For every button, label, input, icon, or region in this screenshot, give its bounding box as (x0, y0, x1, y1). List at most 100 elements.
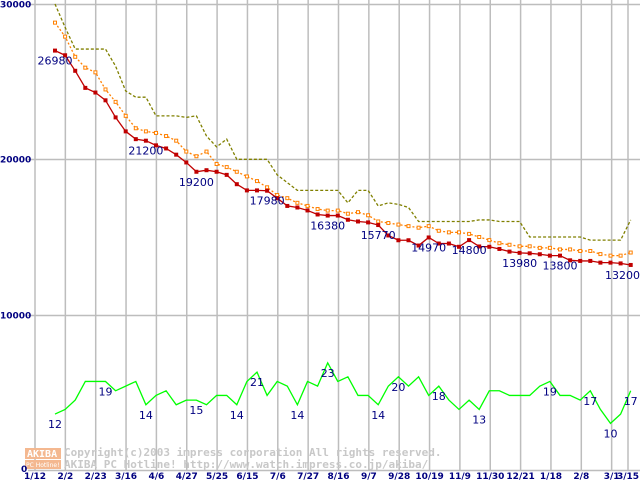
data-point-min (83, 85, 88, 90)
data-point-min (53, 48, 57, 53)
data-labels: 26980 21200 19200 17980 16380 15770 14970 14800… (38, 55, 640, 441)
data-point-min (356, 219, 360, 224)
data-point-average (568, 247, 573, 252)
data-point-average (154, 130, 158, 135)
data-point-min (133, 137, 138, 142)
data-point-min (457, 244, 461, 249)
data-point-min (63, 53, 68, 58)
data-point-min (174, 152, 179, 157)
data-point-average (356, 210, 360, 215)
data-point-average (618, 253, 623, 258)
data-point-min (234, 182, 239, 187)
min-price-label: 13980 (502, 257, 537, 270)
data-point-min (467, 238, 472, 243)
data-point-min (103, 98, 108, 103)
data-point-average (315, 207, 320, 212)
data-point-average (73, 54, 78, 59)
x-tick-label: 9/28 (388, 472, 410, 480)
data-point-min (608, 260, 613, 265)
data-point-average (366, 213, 371, 218)
series-line-count (54, 361, 632, 425)
data-point-average (517, 244, 522, 249)
data-point-average (214, 161, 219, 166)
x-tick-label: 7/27 (297, 472, 319, 480)
x-tick-label: 3/1 (604, 472, 620, 480)
data-point-min (315, 212, 320, 217)
data-point-min (527, 251, 532, 256)
data-point-min (194, 169, 199, 174)
data-point-average (204, 149, 209, 154)
count-label: 14 (139, 409, 153, 422)
count-label: 17 (583, 395, 597, 408)
data-point-min (497, 246, 502, 251)
series-line-average (54, 22, 631, 257)
logo-text-bottom: PC Hotline! (26, 462, 59, 469)
min-price-label: 16380 (310, 220, 345, 233)
data-point-average (507, 242, 512, 247)
data-point-average (174, 138, 179, 143)
url-text: AKIBA PC Hotline! http://www.watch.impre… (64, 458, 429, 471)
data-point-average (53, 20, 57, 25)
data-point-min (507, 249, 512, 254)
x-tick-label: 10/19 (415, 472, 443, 480)
x-tick-label: 8/16 (327, 472, 349, 480)
count-label: 21 (250, 376, 264, 389)
data-point-min (558, 253, 562, 258)
count-label: 19 (543, 385, 557, 398)
data-point-min (628, 262, 633, 267)
data-point-average (537, 245, 542, 250)
min-price-label: 19200 (179, 176, 214, 189)
data-point-average (305, 203, 310, 208)
data-point-average (83, 65, 88, 70)
data-point-average (295, 200, 300, 205)
data-point-average (477, 235, 482, 239)
x-tick-label: 3/16 (115, 472, 137, 480)
data-point-average (194, 154, 199, 159)
data-point-average (497, 241, 502, 246)
x-tick-label: 2/8 (573, 472, 589, 480)
data-point-min (386, 233, 391, 238)
data-point-min (517, 250, 522, 255)
y-tick-label: 30000 (0, 1, 31, 11)
data-point-min (123, 129, 128, 134)
data-point-average (527, 244, 532, 249)
data-point-min (416, 243, 421, 248)
data-point-min (598, 260, 603, 265)
data-point-average (446, 230, 451, 235)
grid (28, 0, 640, 472)
data-point-average (558, 247, 562, 252)
x-tick-label: 12/21 (506, 472, 534, 480)
data-point-average (598, 252, 603, 257)
copyright-text: Copyright(c)2003 impress corporation All… (64, 446, 442, 459)
data-point-min (396, 238, 401, 243)
count-label: 14 (230, 409, 244, 422)
watermark: AKIBA PC Hotline! Copyright(c)2003 impre… (25, 446, 442, 471)
data-point-min (295, 205, 300, 210)
x-tick-label: 7/6 (270, 472, 286, 480)
data-point-min (537, 252, 542, 257)
count-label: 23 (321, 367, 335, 380)
data-point-average (416, 225, 421, 230)
data-point-min (143, 138, 148, 143)
count-label: 19 (99, 385, 113, 398)
data-point-min (406, 238, 411, 243)
data-point-average (285, 196, 290, 201)
data-point-min (376, 223, 381, 228)
x-tick-label: 2/2 (57, 472, 73, 480)
data-point-min (255, 188, 259, 193)
data-point-min (164, 146, 169, 151)
data-point-average (335, 208, 340, 213)
data-point-average (436, 228, 441, 233)
data-point-min (184, 160, 189, 165)
data-point-average (123, 113, 128, 118)
data-point-min (214, 169, 219, 174)
x-tick-label: 6/15 (236, 472, 258, 480)
series-line-min (54, 50, 631, 266)
count-label: 13 (472, 413, 486, 426)
data-point-average (244, 174, 249, 179)
data-point-min (154, 143, 158, 148)
data-point-average (376, 219, 381, 224)
data-point-average (628, 250, 633, 255)
data-point-average (406, 224, 411, 229)
min-price-label: 13200 (605, 269, 640, 282)
